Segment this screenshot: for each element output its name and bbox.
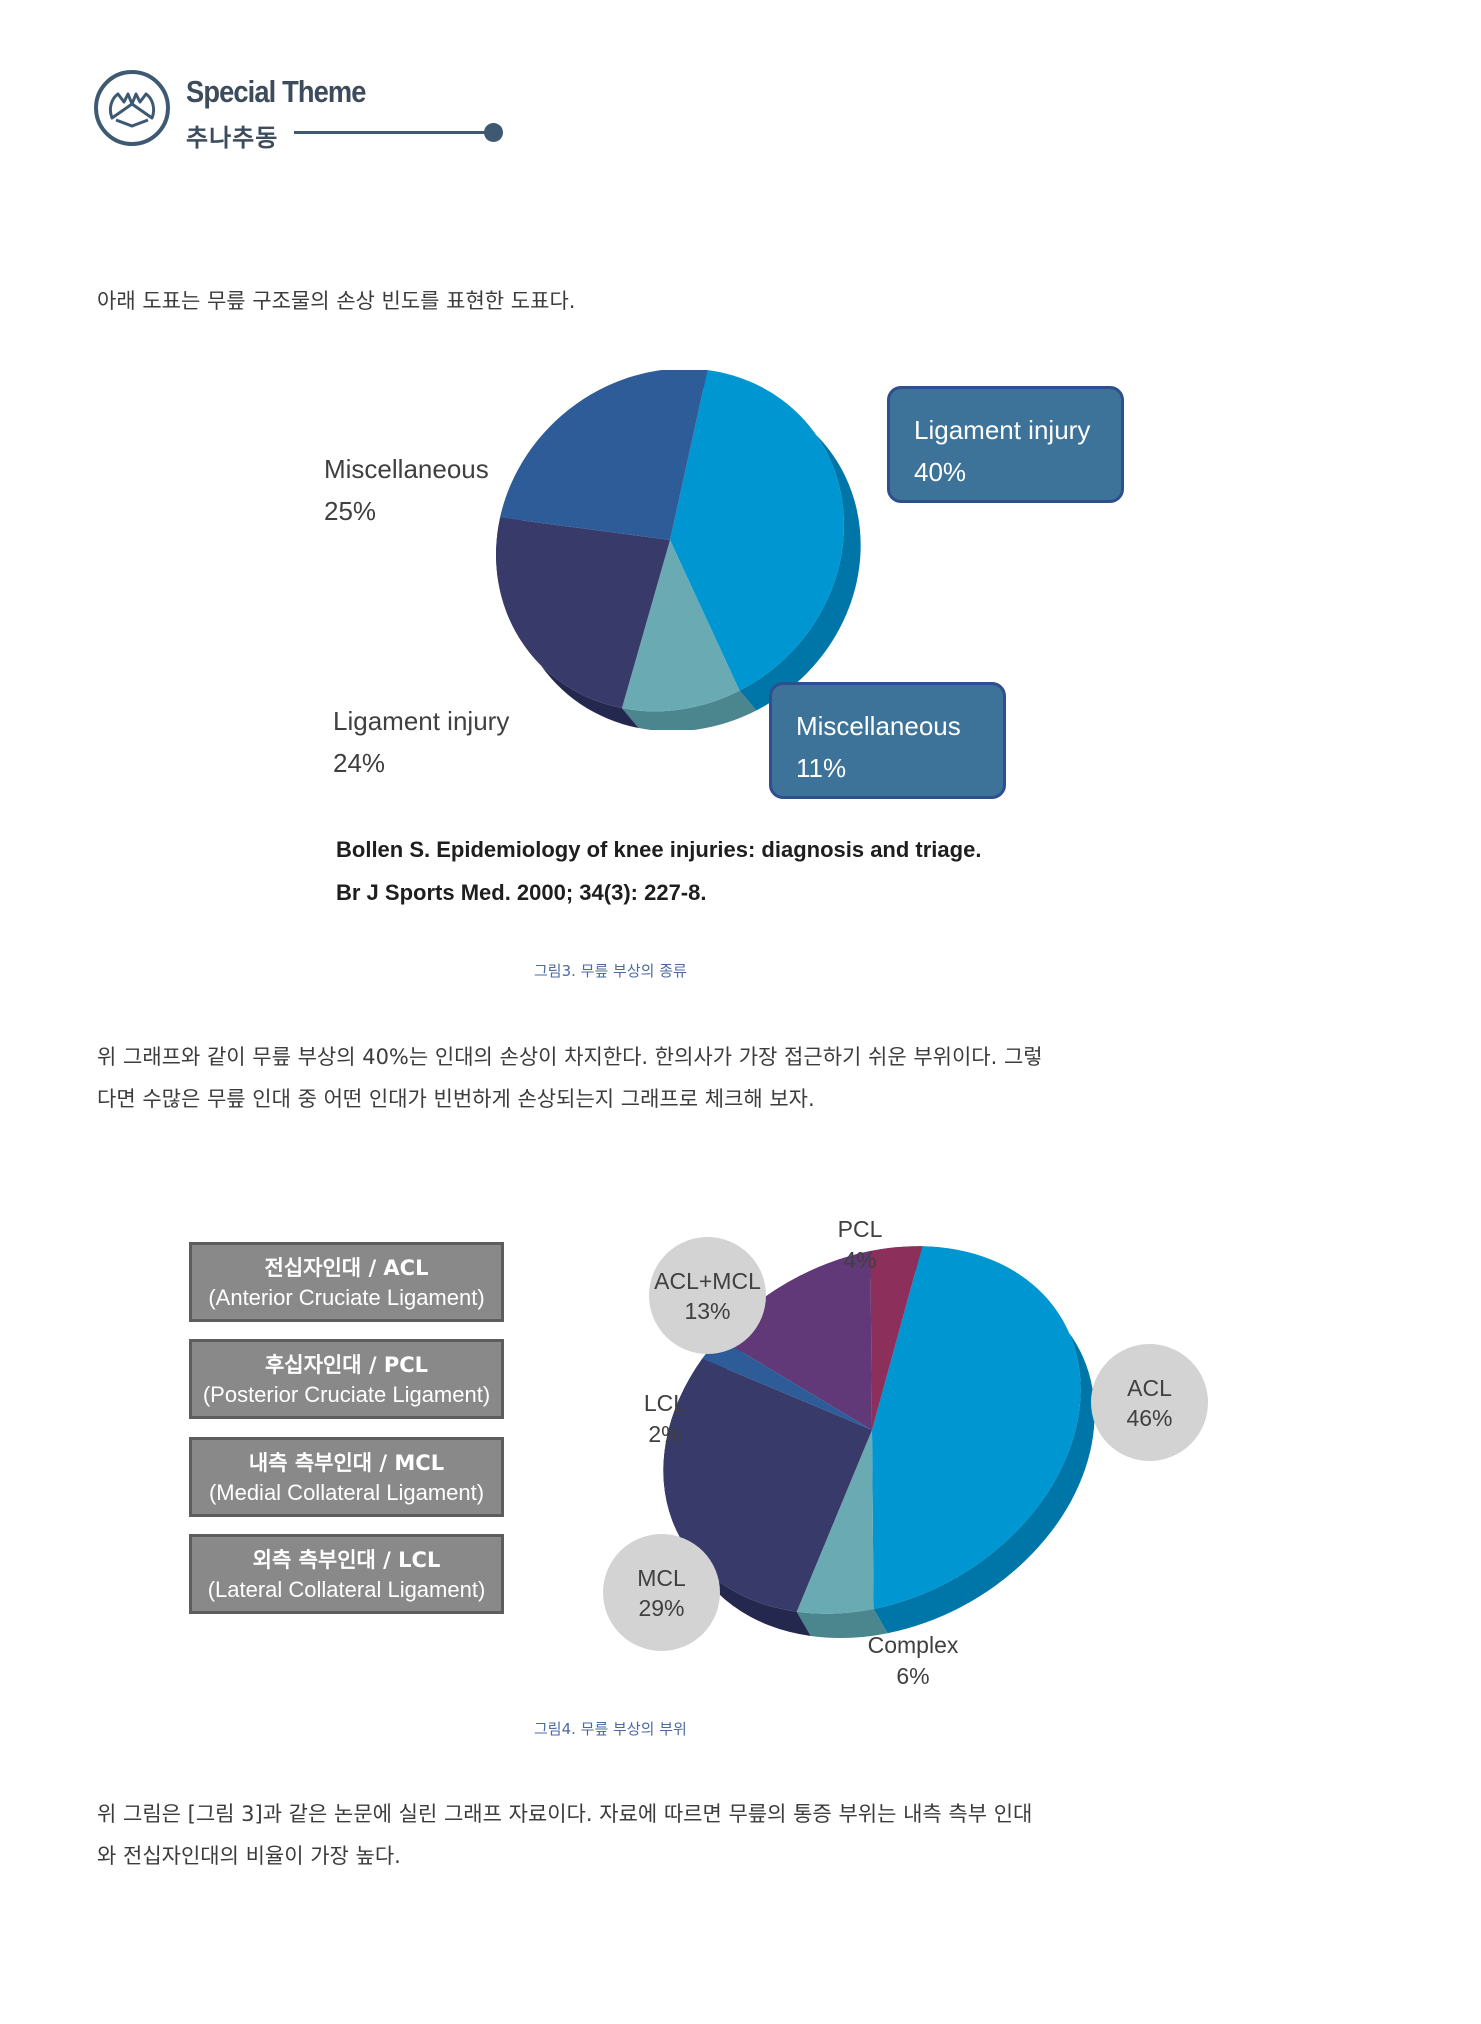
middle-paragraph: 위 그래프와 같이 무릎 부상의 40%는 인대의 손상이 차지한다. 한의사가…: [97, 1036, 1157, 1120]
legend-lcl: 외측 측부인대 / LCL (Lateral Collateral Ligame…: [189, 1534, 504, 1614]
pie1-label-pct: 11%: [796, 753, 847, 783]
pie2-label-pct: 6%: [896, 1663, 930, 1689]
pie2-label-name: MCL: [637, 1564, 686, 1591]
legend-pcl: 후십자인대 / PCL (Posterior Cruciate Ligament…: [189, 1339, 504, 1419]
pie2-label-pct: 13%: [684, 1297, 731, 1324]
pie2-slice-acl-mcl: [718, 1251, 872, 1430]
legend-ko: 후십자인대 / PCL: [264, 1353, 429, 1377]
pie1-label-name: Ligament injury: [333, 706, 510, 736]
figure3-caption: 그림3. 무릎 부상의 종류: [534, 962, 687, 980]
pie2-label-mcl: MCL 29%: [603, 1534, 720, 1651]
legend-en: (Medial Collateral Ligament): [208, 1480, 485, 1505]
logo-badge: [94, 70, 170, 146]
legend-en: (Anterior Cruciate Ligament): [208, 1285, 485, 1310]
pie1-label-misc-11: Miscellaneous 11%: [769, 682, 1006, 799]
header-divider: [294, 131, 488, 134]
pie1-label-pct: 40%: [914, 457, 967, 487]
pie1-slice-side: [707, 370, 861, 711]
figure4-caption: 그림4. 무릎 부상의 부위: [534, 1720, 687, 1738]
injury-type-pie-chart: [496, 370, 861, 730]
middle-paragraph-line1: 위 그래프와 같이 무릎 부상의 40%는 인대의 손상이 차지한다. 한의사가…: [97, 1045, 1043, 1069]
closing-paragraph: 위 그림은 [그림 3]과 같은 논문에 실린 그래프 자료이다. 자료에 따르…: [97, 1793, 1157, 1877]
reference-line-2: Br J Sports Med. 2000; 34(3): 227-8.: [336, 880, 707, 905]
pie1-label-ligament-24: Ligament injury 24%: [333, 700, 509, 784]
pie1-label-ligament-40: Ligament injury 40%: [887, 386, 1124, 503]
closing-paragraph-line2: 와 전십자인대의 비율이 가장 높다.: [97, 1844, 401, 1868]
legend-mcl: 내측 측부인대 / MCL (Medial Collateral Ligamen…: [189, 1437, 504, 1517]
legend-ko: 외측 측부인대 / LCL: [252, 1548, 441, 1572]
pie1-slice-side: [621, 690, 757, 730]
pie2-label-complex: Complex 6%: [853, 1630, 973, 1692]
legend-ko: 내측 측부인대 / MCL: [248, 1451, 445, 1475]
pie2-slice-pcl: [870, 1246, 923, 1430]
pie2-label-acl-mcl: ACL+MCL 13%: [649, 1237, 766, 1354]
pie1-label-pct: 24%: [333, 748, 386, 778]
pie1-slice-miscellaneous: [621, 540, 740, 712]
legend-en: (Posterior Cruciate Ligament): [202, 1382, 491, 1407]
pie2-slice-acl: [872, 1246, 1081, 1609]
legend-en: (Lateral Collateral Ligament): [207, 1577, 486, 1602]
pie2-label-pct: 29%: [638, 1594, 685, 1621]
hands-icon: [108, 92, 156, 128]
middle-paragraph-line2: 다면 수많은 무릎 인대 중 어떤 인대가 빈번하게 손상되는지 그래프로 체크…: [97, 1087, 815, 1111]
pie2-label-name: PCL: [837, 1216, 883, 1242]
header-dot: [484, 123, 503, 142]
closing-paragraph-line1: 위 그림은 [그림 3]과 같은 논문에 실린 그래프 자료이다. 자료에 따르…: [97, 1802, 1033, 1826]
pie1-slice-ligament-injury: [670, 370, 844, 691]
reference-line-1: Bollen S. Epidemiology of knee injuries:…: [336, 837, 982, 862]
header-title: Special Theme: [186, 74, 366, 109]
pie2-slice-complex: [796, 1430, 874, 1614]
pie1-label-name: Miscellaneous: [796, 711, 961, 741]
pie2-slice-side: [796, 1608, 888, 1639]
pie1-label-name: Miscellaneous: [324, 454, 489, 484]
pie2-label-pcl: PCL 4%: [820, 1214, 900, 1276]
pie2-label-pct: 2%: [648, 1421, 682, 1447]
header-subtitle: 추나추동: [186, 124, 279, 152]
pie2-label-lcl: LCL 2%: [630, 1388, 700, 1450]
pie2-slice-mcl: [663, 1358, 872, 1612]
pie1-label-name: Ligament injury: [914, 415, 1091, 445]
pie2-slice-side: [873, 1246, 1095, 1634]
pie2-label-name: LCL: [643, 1390, 687, 1416]
injury-site-pie-chart: [663, 1246, 1095, 1639]
legend-ko: 전십자인대 / ACL: [264, 1256, 429, 1280]
legend-acl: 전십자인대 / ACL (Anterior Cruciate Ligament): [189, 1242, 504, 1322]
pie2-label-acl: ACL 46%: [1091, 1344, 1208, 1461]
pie1-slice-ligament-injury: [496, 517, 670, 709]
pie1-label-misc-25: Miscellaneous 25%: [324, 448, 489, 532]
pie2-label-name: ACL+MCL: [654, 1267, 761, 1294]
pie2-label-pct: 4%: [843, 1247, 877, 1273]
pie2-label-pct: 46%: [1126, 1404, 1173, 1431]
pie2-label-name: ACL: [1127, 1374, 1172, 1401]
pie1-label-pct: 25%: [324, 496, 377, 526]
pie2-label-name: Complex: [867, 1632, 959, 1658]
intro-paragraph: 아래 도표는 무릎 구조물의 손상 빈도를 표현한 도표다.: [97, 289, 576, 313]
pie1-slice-miscellaneous: [500, 370, 708, 540]
pie2-slice-lcl: [702, 1338, 872, 1430]
